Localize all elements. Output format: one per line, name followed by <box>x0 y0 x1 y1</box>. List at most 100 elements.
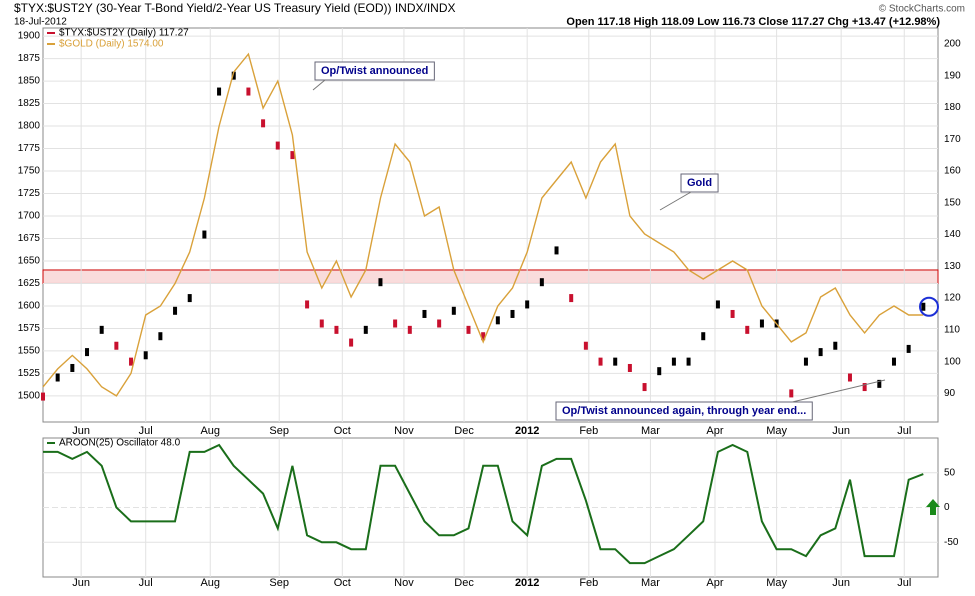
legend-swatch <box>47 43 55 45</box>
y2-tick-label: 110 <box>944 324 960 335</box>
x-tick-label: Apr <box>706 577 723 589</box>
legend-label: AROON(25) Oscillator 48.0 <box>59 438 181 449</box>
series-line <box>42 52 924 397</box>
y2-tick-label: 90 <box>944 388 956 399</box>
ratio-mark <box>202 230 207 239</box>
highlight-band <box>42 269 939 284</box>
ratio-mark <box>114 341 119 350</box>
ratio-mark <box>451 306 456 315</box>
annotation: Op/Twist announced again, through year e… <box>562 405 806 417</box>
y2-tick-label: 170 <box>944 134 961 145</box>
x-tick-label: Mar <box>641 577 660 589</box>
y2-tick-label: 180 <box>944 102 961 113</box>
ratio-mark <box>789 389 794 398</box>
x-tick-label: Dec <box>454 577 474 589</box>
y-tick-label: 1850 <box>18 76 41 87</box>
ratio-mark <box>495 316 500 325</box>
highlight-circle <box>919 296 939 317</box>
ratio-mark <box>466 325 471 334</box>
x-tick-label: Feb <box>579 425 598 437</box>
y2-tick-label: 160 <box>944 166 961 177</box>
x-tick-label: Jun <box>832 425 850 437</box>
ratio-mark <box>334 325 339 334</box>
y2-tick-label: 140 <box>944 229 961 240</box>
ratio-mark <box>41 392 45 401</box>
ratio-mark <box>393 319 398 328</box>
x-tick-label: Jul <box>897 577 911 589</box>
y2-tick-label: 120 <box>944 293 961 304</box>
ratio-mark <box>510 309 515 318</box>
ratio-mark <box>187 294 192 303</box>
x-tick-label: Nov <box>394 425 414 437</box>
y-tick-label: 1550 <box>18 346 41 357</box>
y2-tick-label: 100 <box>944 356 961 367</box>
y-tick-label: 1900 <box>18 31 41 42</box>
ratio-mark <box>129 357 134 366</box>
up-arrow <box>926 499 940 515</box>
y-tick-label: 1800 <box>18 121 41 132</box>
y-tick-label: 50 <box>944 467 956 478</box>
y2-tick-label: 190 <box>944 70 961 81</box>
chart-title: $TYX:$UST2Y (30-Year T-Bond Yield/2-Year… <box>14 1 456 15</box>
y2-tick-label: 130 <box>944 261 961 272</box>
ratio-mark <box>730 309 735 318</box>
ratio-mark <box>906 344 911 353</box>
y-tick-label: -50 <box>944 537 959 548</box>
x-tick-label: Sep <box>269 425 289 437</box>
x-tick-label: 2012 <box>515 577 539 589</box>
ratio-mark <box>173 306 178 315</box>
y-tick-label: 1775 <box>18 143 41 154</box>
ratio-mark <box>217 87 222 96</box>
ratio-mark <box>525 300 530 309</box>
price-panel: Jun Jul Aug Sep Oct Nov Dec 2012 Feb Mar Apr May Jun… <box>18 27 961 437</box>
ratio-mark <box>598 357 603 366</box>
legend-label: $GOLD (Daily) 1574.00 <box>59 39 164 50</box>
ratio-mark <box>833 341 838 350</box>
legend-swatch <box>47 442 55 444</box>
ratio-mark <box>55 373 60 382</box>
ratio-mark <box>701 332 706 341</box>
x-tick-label: Jul <box>139 425 153 437</box>
ratio-mark <box>627 363 632 372</box>
y2-tick-label: 200 <box>944 39 961 50</box>
x-tick-label: May <box>766 425 787 437</box>
x-tick-label: Nov <box>394 577 414 589</box>
y-tick-label: 1750 <box>18 166 41 177</box>
ratio-mark <box>319 319 324 328</box>
y-tick-label: 1700 <box>18 211 41 222</box>
ratio-mark <box>921 302 926 311</box>
ratio-mark <box>745 325 750 334</box>
ratio-mark <box>862 383 867 392</box>
x-tick-label: Oct <box>334 425 351 437</box>
plot-frame <box>42 27 939 423</box>
ratio-mark <box>261 119 266 128</box>
ratio-mark <box>686 357 691 366</box>
x-tick-label: Jun <box>72 577 90 589</box>
y-tick-label: 1500 <box>18 391 41 402</box>
y-tick-label: 1725 <box>18 188 41 199</box>
ratio-mark <box>891 357 896 366</box>
series-line <box>43 443 924 565</box>
ratio-mark <box>657 367 662 376</box>
ratio-mark <box>143 351 148 360</box>
ratio-mark <box>539 278 544 287</box>
date: 18-Jul-2012 <box>14 17 67 28</box>
x-tick-label: Jun <box>72 425 90 437</box>
ratio-mark <box>759 319 764 328</box>
ratio-mark <box>671 357 676 366</box>
y-tick-label: 1600 <box>18 301 41 312</box>
x-tick-label: 2012 <box>515 425 539 437</box>
ratio-mark <box>290 151 295 160</box>
ratio-mark <box>378 278 383 287</box>
ratio-mark <box>70 363 75 372</box>
y-tick-label: 1875 <box>18 53 41 64</box>
legend-label: $TYX:$UST2Y (Daily) 117.27 <box>59 28 189 39</box>
ratio-mark <box>481 332 486 341</box>
x-tick-label: May <box>766 577 787 589</box>
ratio-mark <box>803 357 808 366</box>
annotation: Gold <box>687 177 712 189</box>
x-tick-label: Aug <box>200 425 220 437</box>
ratio-mark <box>847 373 852 382</box>
x-tick-label: Aug <box>200 577 220 589</box>
